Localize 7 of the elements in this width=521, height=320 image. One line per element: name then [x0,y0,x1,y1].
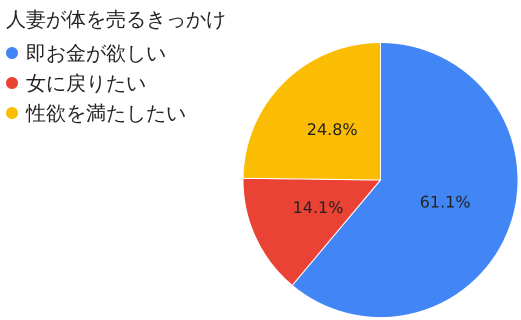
data-label: 61.1% [420,192,471,212]
legend-label: 性欲を満たしたい [26,100,186,126]
data-label: 14.1% [292,198,344,217]
legend-label: 即お金が欲しい [26,40,166,66]
chart-title: 人妻が体を売るきっかけ [6,6,226,33]
legend-label: 女に戻りたい [26,70,146,96]
data-label: 24.8% [306,120,358,140]
